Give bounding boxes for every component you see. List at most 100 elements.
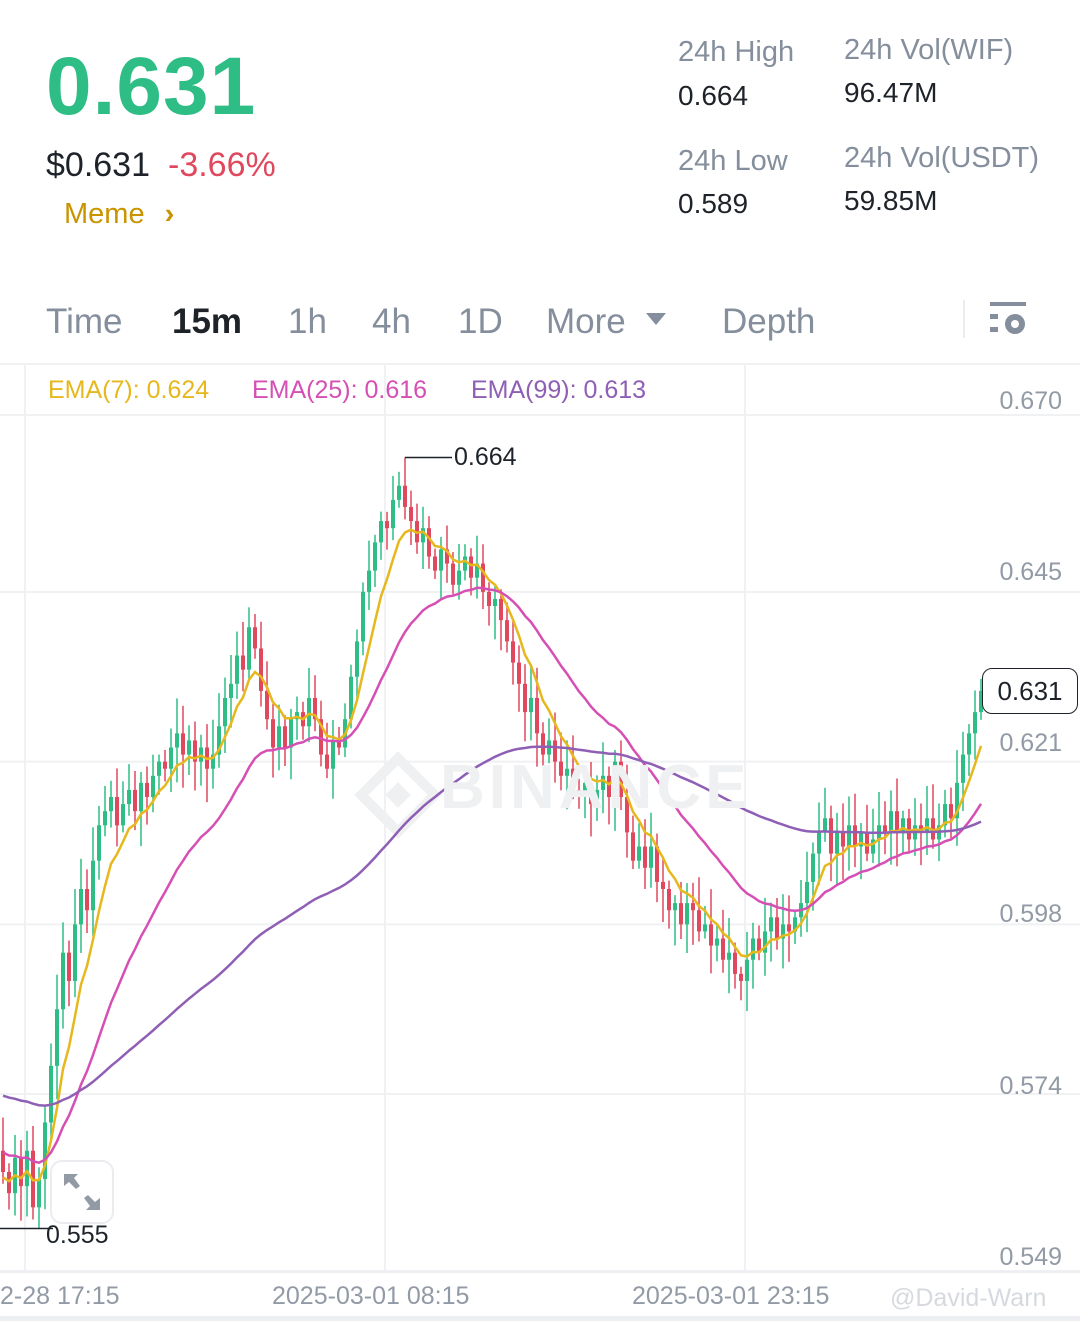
candle-body	[277, 726, 281, 748]
candle-body	[583, 782, 587, 798]
candle-body	[931, 818, 935, 840]
stat-high-label: 24h High	[678, 36, 795, 68]
candle-body	[469, 556, 473, 578]
candle-body	[775, 917, 779, 939]
y-tick: 0.549	[999, 1243, 1062, 1271]
candle-body	[673, 903, 677, 911]
candle-body	[163, 761, 167, 769]
candle-body	[145, 782, 149, 798]
candle-body	[439, 549, 443, 571]
watermark: BINANCE	[440, 753, 751, 822]
stat-vol-base-value: 96.47M	[844, 77, 938, 108]
candle-body	[901, 818, 905, 833]
candle-body	[427, 528, 431, 557]
candle-body	[151, 775, 155, 798]
x-tick: 2025-03-01 23:15	[632, 1282, 830, 1310]
tab-15m[interactable]: 15m	[172, 302, 243, 341]
candle-body	[367, 570, 371, 592]
candle-body	[463, 556, 467, 571]
x-tick: 2-28 17:15	[0, 1282, 120, 1310]
candle-body	[625, 797, 629, 833]
candle-body	[907, 818, 911, 840]
candle-body	[67, 952, 71, 981]
candle-body	[745, 959, 749, 981]
stat-vol-quote-label: 24h Vol(USDT)	[844, 142, 1040, 174]
tab-depth[interactable]: Depth	[722, 302, 816, 341]
candle-body	[565, 768, 569, 776]
meme-tag-link[interactable]: Meme ›	[64, 198, 174, 231]
stat-vol-base-label: 24h Vol(WIF)	[844, 34, 1014, 66]
candle-body	[499, 598, 503, 621]
candle-body	[475, 563, 479, 578]
tab-more[interactable]: More	[546, 302, 667, 342]
candle-body	[115, 797, 119, 826]
candle-body	[73, 924, 77, 981]
candle-body	[793, 917, 797, 932]
candle-body	[271, 719, 275, 748]
candle-body	[355, 641, 359, 677]
caret-down-icon	[646, 313, 667, 325]
candle-body	[823, 818, 827, 833]
candle-body	[397, 485, 401, 500]
candle-body	[589, 782, 593, 805]
candle-body	[139, 782, 143, 812]
candle-body	[523, 683, 527, 713]
candle-body	[817, 832, 821, 854]
candle-body	[361, 591, 365, 642]
tab-more-label: More	[546, 302, 626, 341]
candle-body	[253, 627, 257, 649]
tab-4h[interactable]: 4h	[372, 302, 411, 341]
candle-body	[313, 697, 317, 720]
candle-body	[493, 598, 497, 607]
candle-body	[757, 938, 761, 953]
tab-1d[interactable]: 1D	[458, 302, 503, 341]
candle-body	[379, 521, 383, 543]
y-tick: 0.645	[999, 558, 1062, 586]
candle-body	[409, 506, 413, 522]
candle-body	[811, 853, 815, 882]
binance-logo	[354, 751, 442, 839]
chart-settings-icon[interactable]	[988, 300, 1028, 340]
candle-body	[853, 825, 857, 847]
candle-body	[691, 903, 695, 911]
candle-body	[25, 1150, 29, 1187]
tab-divider	[963, 300, 965, 338]
stat-low-value: 0.589	[678, 188, 749, 219]
fiat-price: $0.631	[46, 146, 150, 184]
candle-body	[307, 697, 311, 727]
candle-body	[445, 549, 449, 564]
candle-body	[109, 797, 113, 812]
stat-low-label: 24h Low	[678, 145, 788, 177]
candle-body	[217, 726, 221, 755]
candle-body	[85, 888, 89, 911]
x-axis-line	[0, 1271, 1080, 1273]
candle-body	[685, 903, 689, 925]
candle-body	[781, 924, 785, 939]
candle-body	[649, 846, 653, 868]
candle-body	[517, 662, 521, 684]
candle-body	[289, 719, 293, 748]
candle-body	[373, 542, 377, 571]
candle-body	[655, 846, 659, 882]
candle-body	[841, 832, 845, 847]
expand-button[interactable]	[50, 1160, 114, 1224]
ema-line-99	[2, 745, 982, 1107]
candle-body	[61, 952, 65, 1010]
tab-1h[interactable]: 1h	[288, 302, 327, 341]
tab-time[interactable]: Time	[46, 302, 123, 341]
high-marker-label: 0.664	[454, 443, 517, 471]
candle-body	[391, 499, 395, 529]
candle-body	[805, 881, 809, 904]
candle-body	[961, 754, 965, 783]
legend-ema99: EMA(99): 0.613	[471, 376, 647, 404]
candle-body	[973, 712, 977, 734]
candle-body	[187, 740, 191, 755]
candle-body	[643, 846, 647, 868]
candle-body	[175, 733, 179, 748]
candle-body	[193, 740, 197, 762]
candle-body	[943, 804, 947, 826]
candle-body	[619, 761, 623, 798]
candle-body	[487, 591, 491, 607]
candle-body	[889, 811, 893, 833]
